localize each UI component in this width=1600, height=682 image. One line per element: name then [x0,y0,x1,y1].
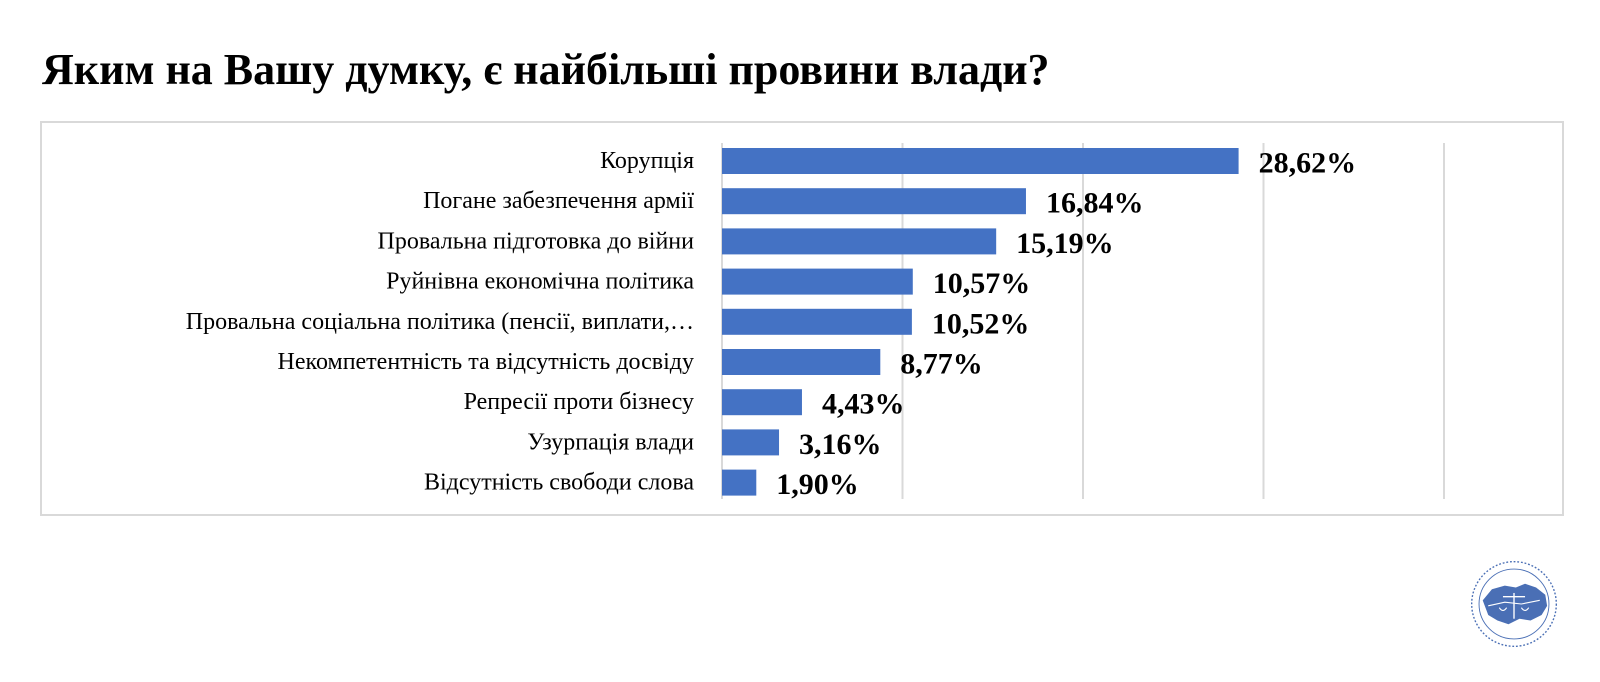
data-label: 16,84% [1046,187,1144,220]
bar [722,429,780,456]
data-label: 10,52% [932,307,1030,340]
data-label: 3,16% [799,428,882,461]
page-title: Яким на Вашу думку, є найбільші провини … [42,45,1050,94]
category-label: Провальна підготовка до війни [378,228,695,254]
category-label: Погане забезпечення армії [423,188,694,214]
bar [722,268,913,295]
bar [722,469,757,496]
bar [722,308,912,335]
category-label: Некомпетентність та відсутність досвіду [278,349,694,375]
category-label: Руйнівна економічна політика [386,269,694,295]
category-label: Корупція [600,148,694,174]
category-label: Відсутність свободи слова [424,470,694,496]
bar [722,389,802,416]
data-label: 1,90% [776,468,859,501]
organization-seal-logo-icon [1470,560,1558,648]
data-label: 8,77% [900,348,983,381]
data-label: 10,57% [933,267,1031,300]
bar [722,188,1026,215]
category-label: Провальна соціальна політика (пенсії, ви… [186,309,694,335]
category-label: Репресії проти бізнесу [464,389,694,415]
chart-frame: Корупція 28,62% Погане забезпечення армії 1… [40,121,1564,516]
bar [722,228,997,255]
bar-chart: Корупція 28,62% Погане забезпечення армії 1… [186,143,1445,501]
data-label: 15,19% [1016,227,1113,260]
data-label: 4,43% [822,388,905,421]
data-label: 28,62% [1259,147,1357,180]
bar [722,349,881,375]
category-label: Узурпація влади [527,429,694,455]
bar [722,148,1239,174]
